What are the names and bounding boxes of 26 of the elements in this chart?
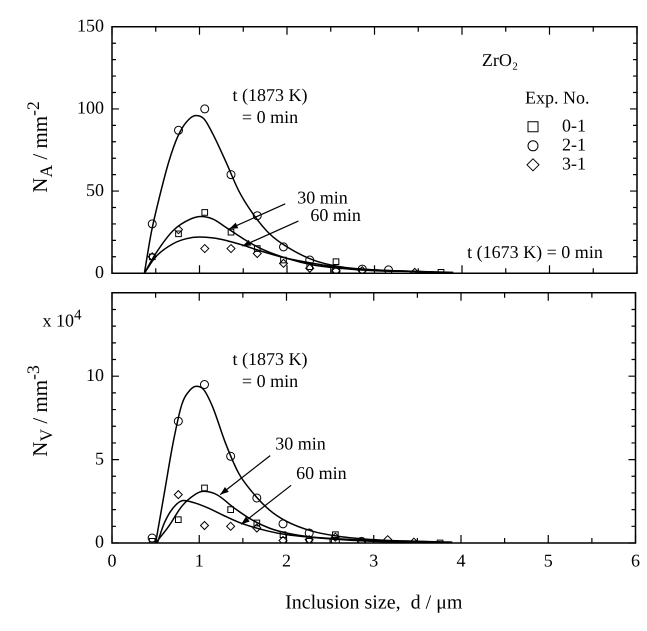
y-tick-label: 150 bbox=[77, 16, 104, 36]
y-tick-label: 0 bbox=[95, 532, 104, 552]
legend-label: 2-1 bbox=[562, 134, 586, 155]
annotation: t (1673 K) = 0 min bbox=[467, 241, 603, 263]
x-tick-label: 4 bbox=[456, 550, 466, 571]
x-axis-title: Inclusion size, d / μm bbox=[285, 591, 463, 614]
x-tick-label: 6 bbox=[631, 550, 640, 571]
legend-label: 3-1 bbox=[562, 154, 586, 174]
y-tick-label: 10 bbox=[86, 364, 104, 385]
annotation: t (1873 K) = 0 min bbox=[232, 84, 308, 128]
x-tick-label: 2 bbox=[282, 550, 291, 571]
annotation: 30 min bbox=[275, 433, 326, 454]
x-tick-label: 0 bbox=[108, 550, 116, 571]
y-tick-label: 0 bbox=[95, 262, 104, 282]
annotation: t (1873 K) = 0 min bbox=[232, 348, 308, 392]
x-tick-label: 3 bbox=[369, 550, 378, 571]
legend-title: Exp. No. bbox=[525, 88, 590, 108]
x-tick-label: 1 bbox=[194, 550, 204, 571]
annotation: 60 min bbox=[296, 463, 347, 484]
legend-label: 0-1 bbox=[562, 116, 586, 136]
y-tick-label: 50 bbox=[86, 180, 104, 200]
annotation: ZrO₂ bbox=[482, 49, 518, 71]
text: x 10$^{4}$ bbox=[42, 306, 82, 332]
x-tick-label: 5 bbox=[544, 550, 553, 571]
y-tick-label: 5 bbox=[95, 448, 104, 468]
y-tick-label: 100 bbox=[77, 98, 104, 118]
